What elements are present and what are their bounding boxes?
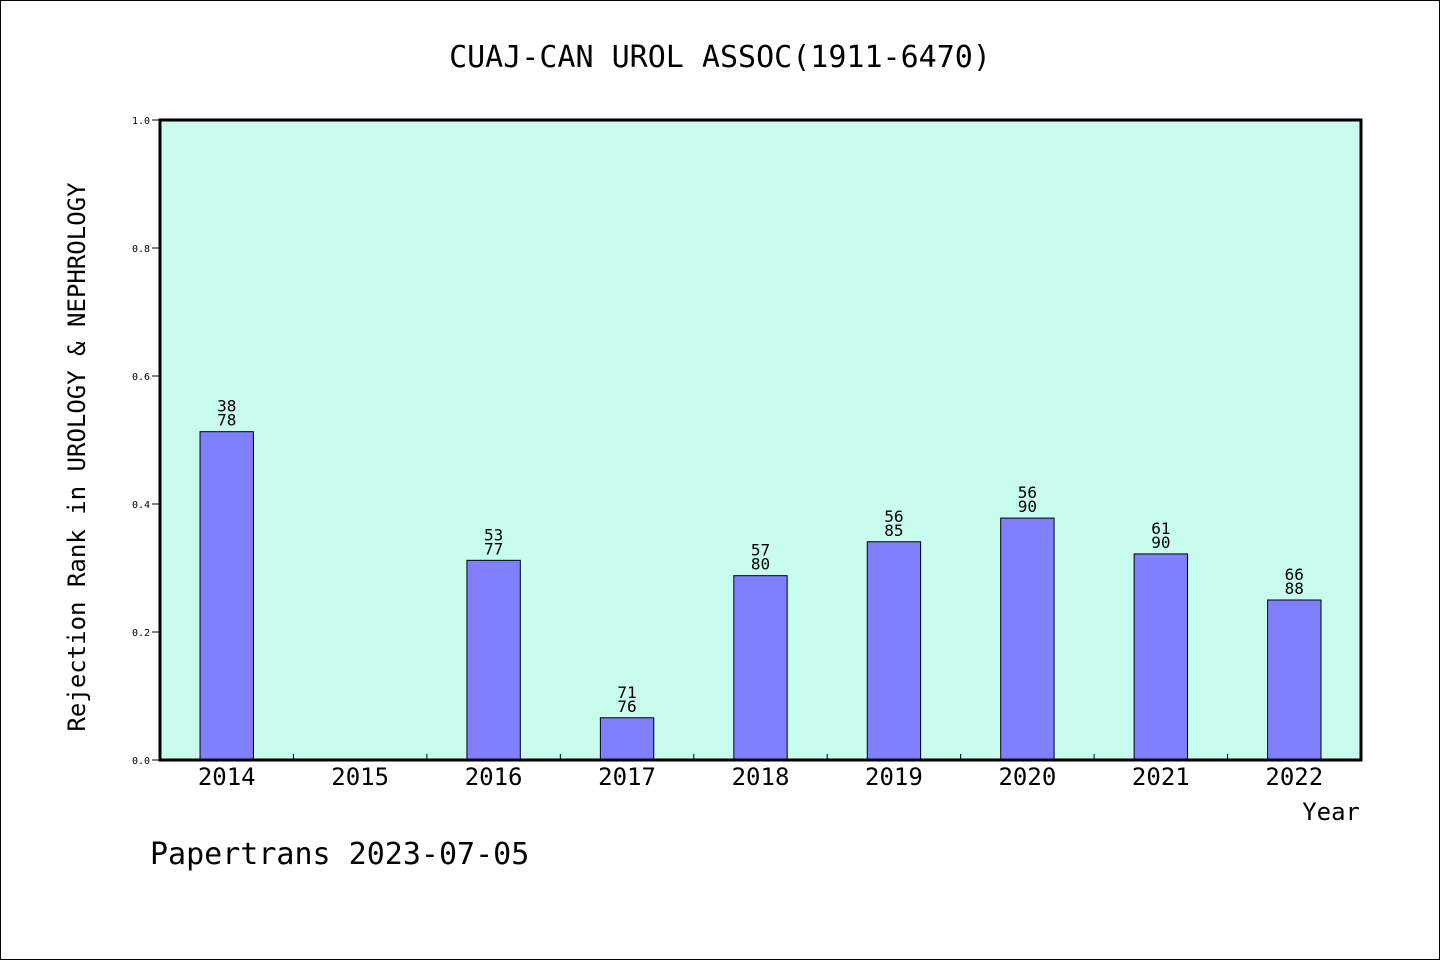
bar-label-bottom-2021: 90 [1151,533,1170,552]
bars-group [199,431,1322,761]
y-tick-label-1.0: 1.0 [132,116,150,127]
bar-2014 [199,431,254,761]
bar-2019 [866,541,922,761]
x-tick-label-2014: 2014 [198,763,256,791]
bar-label-top-2018: 57 [751,541,770,560]
y-tick-label-0.8: 0.8 [132,244,150,255]
bar-2021 [1133,553,1189,761]
bar-label-top-2021: 61 [1151,519,1170,538]
x-tick-label-2016: 2016 [465,763,523,791]
x-tick-label-2015: 2015 [331,763,389,791]
y-tick-label-0.6: 0.6 [132,372,150,383]
bar-label-bottom-2018: 80 [751,555,770,574]
x-tick-label-2017: 2017 [598,763,656,791]
bar-label-top-2017: 71 [617,683,636,702]
x-tick-label-2021: 2021 [1132,763,1190,791]
x-tick-label-2022: 2022 [1265,763,1323,791]
y-tick-label-0.0: 0.0 [132,756,150,767]
x-tick-label-2020: 2020 [998,763,1056,791]
bar-label-bottom-2020: 90 [1018,497,1037,516]
y-tick-label-0.2: 0.2 [132,628,150,639]
bar-label-bottom-2019: 85 [884,521,903,540]
x-axis-label: Year [1302,798,1360,826]
x-tick-label-2019: 2019 [865,763,923,791]
bar-label-top-2014: 38 [217,397,236,416]
bar-label-bottom-2022: 88 [1285,579,1304,598]
bar-label-bottom-2016: 77 [484,539,503,558]
bar-2020 [1000,517,1055,761]
bar-label-top-2022: 66 [1285,565,1304,584]
footer-text: Papertrans 2023-07-05 [150,837,529,872]
bar-2016 [466,559,521,761]
y-tick-label-0.4: 0.4 [132,500,150,511]
x-axis-ticks: 2014 2015 2016 2017 2018 2019 2020 2021 2022 [198,754,1323,791]
bar-label-top-2020: 56 [1018,483,1037,502]
bar-label-top-2019: 56 [884,507,903,526]
chart-title: CUAJ-CAN UROL ASSOC(1911-6470) [449,40,991,75]
bar-label-top-2016: 53 [484,525,503,544]
y-axis-label: Rejection Rank in UROLOGY & NEPHROLOGY [63,182,91,732]
bar-label-bottom-2017: 76 [617,697,636,716]
bar-2018 [733,575,788,761]
y-axis-ticks: 0.0 0.2 0.4 0.6 0.8 1.0 [132,116,160,767]
bar-2017 [599,717,655,761]
plot-border [158,118,1363,762]
x-tick-label-2018: 2018 [732,763,790,791]
bar-2022 [1267,599,1322,761]
bar-label-bottom-2014: 78 [217,411,236,430]
